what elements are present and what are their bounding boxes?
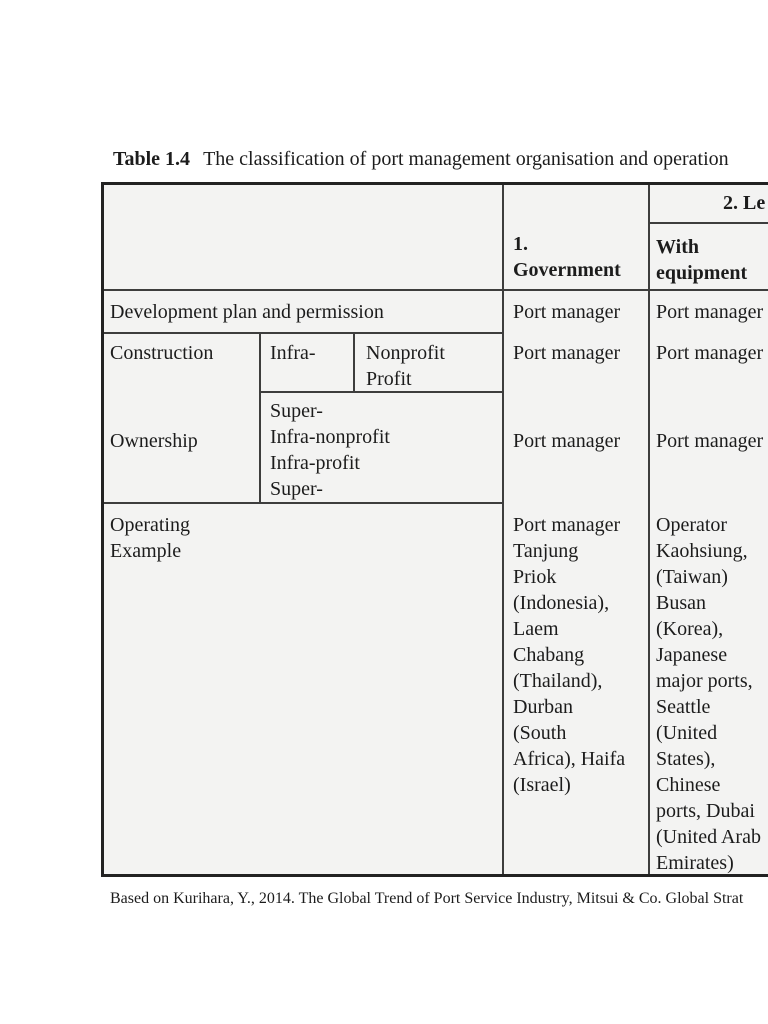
source-note: Based on Kurihara, Y., 2014. The Global … xyxy=(110,890,744,907)
cell-government-development: Port manager xyxy=(513,301,621,323)
construction-subcol-divider xyxy=(259,332,261,503)
cell-ownership-types: Super- Infra-nonprofit Infra-profit Supe… xyxy=(270,400,390,500)
cell-with-equipment-ownership: Port manager xyxy=(656,430,764,452)
table-caption-text: The classification of port management or… xyxy=(203,148,729,170)
cell-government-operating: Port manager Tanjung Priok (Indonesia), … xyxy=(513,514,626,796)
column-divider-government xyxy=(502,185,504,874)
cell-government-ownership: Port manager xyxy=(513,430,621,452)
lease-group-rule xyxy=(648,222,768,224)
ownership-row-rule xyxy=(104,502,503,504)
cell-profit-types: Nonprofit Profit xyxy=(366,342,445,390)
infra-subcol-divider xyxy=(353,332,355,392)
table-caption: Table 1.4 The classification of port mana… xyxy=(113,148,729,171)
cell-with-equipment-development: Port manager xyxy=(656,301,764,323)
header-government: 1. Government xyxy=(513,233,621,281)
column-divider-with-equipment xyxy=(648,185,650,874)
cell-with-equipment-operating: Operator Kaohsiung, (Taiwan) Busan (Kore… xyxy=(656,514,761,874)
row-label-development: Development plan and permission xyxy=(110,301,384,323)
header-with-equipment: With equipment xyxy=(656,236,748,284)
cell-government-construction: Port manager xyxy=(513,342,621,364)
classification-table: 1. Government 2. Le With equipment Devel… xyxy=(101,182,768,877)
cell-infra: Infra- xyxy=(270,342,316,364)
development-row-rule xyxy=(104,332,503,334)
row-label-operating: Operating Example xyxy=(110,514,190,562)
cell-with-equipment-construction: Port manager xyxy=(656,342,764,364)
row-label-ownership: Ownership xyxy=(110,430,198,452)
header-lease-group: 2. Le xyxy=(723,192,766,214)
infra-row-rule xyxy=(259,391,503,393)
header-bottom-rule xyxy=(104,289,768,291)
row-label-construction: Construction xyxy=(110,342,214,364)
table-caption-number: Table 1.4 xyxy=(113,148,191,170)
